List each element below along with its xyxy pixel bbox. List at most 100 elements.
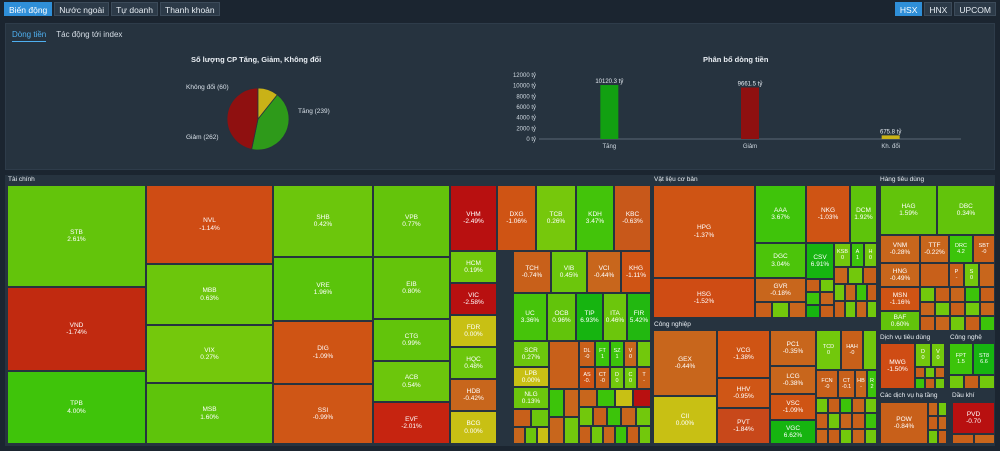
- stock-tile[interactable]: [964, 375, 979, 389]
- stock-tile[interactable]: [867, 284, 877, 301]
- stock-tile-vix[interactable]: VIX 0.27%: [146, 325, 273, 383]
- stock-tile[interactable]: [935, 367, 945, 378]
- stock-tile-vci[interactable]: VCI -0.44%: [587, 251, 621, 293]
- stock-tile[interactable]: [513, 427, 525, 444]
- stock-tile[interactable]: [845, 301, 856, 318]
- stock-tile[interactable]: [513, 409, 531, 427]
- stock-tile-tcd[interactable]: TCD 0: [816, 330, 841, 370]
- tab-bien-dong[interactable]: Biến động: [4, 2, 53, 16]
- tab-dong-tien[interactable]: Dòng tiền: [12, 30, 47, 42]
- stock-tile[interactable]: [840, 398, 852, 413]
- stock-tile[interactable]: [852, 413, 865, 429]
- tab-hnx[interactable]: HNX: [924, 2, 953, 16]
- stock-tile-dl[interactable]: DL -0: [579, 341, 595, 367]
- stock-tile-stb[interactable]: STB 2.61%: [7, 185, 146, 287]
- stock-tile-p[interactable]: P-: [949, 263, 964, 287]
- stock-tile-dig[interactable]: DIG -1.09%: [273, 321, 373, 384]
- stock-tile-gvr[interactable]: GVR -0.18%: [755, 278, 806, 302]
- stock-tile-kdh[interactable]: KDH 3.47%: [576, 185, 614, 251]
- stock-tile-vpb[interactable]: VPB 0.77%: [373, 185, 450, 257]
- stock-tile[interactable]: [928, 430, 938, 444]
- stock-tile[interactable]: [938, 430, 947, 444]
- stock-tile[interactable]: [593, 407, 607, 426]
- stock-tile[interactable]: [928, 416, 938, 430]
- stock-tile[interactable]: [920, 302, 935, 316]
- stock-tile-cii[interactable]: CII 0.00%: [653, 396, 717, 444]
- bar-t-ng[interactable]: [600, 85, 619, 139]
- stock-tile-baf[interactable]: BAF 0.60%: [880, 311, 920, 331]
- stock-tile[interactable]: [579, 426, 591, 444]
- stock-tile[interactable]: [852, 429, 865, 444]
- stock-tile[interactable]: [840, 429, 852, 444]
- stock-tile-khg[interactable]: KHG -1.11%: [621, 251, 651, 293]
- stock-tile[interactable]: [564, 389, 579, 417]
- stock-tile[interactable]: [816, 429, 828, 444]
- stock-tile-vnd[interactable]: VND -1.74%: [7, 287, 146, 371]
- stock-tile[interactable]: [828, 413, 840, 429]
- stock-tile-tch[interactable]: TCH -0.74%: [513, 251, 551, 293]
- stock-tile-drc[interactable]: DRC 4.2: [949, 235, 973, 263]
- stock-tile-acb[interactable]: ACB 0.54%: [373, 361, 450, 402]
- stock-tile[interactable]: [834, 284, 845, 301]
- stock-tile-pvd[interactable]: PVD -0.70: [952, 402, 995, 434]
- stock-tile-uc[interactable]: UC 3.36%: [513, 293, 547, 341]
- tab-nuoc-ngoai[interactable]: Nước ngoài: [54, 2, 110, 16]
- stock-tile[interactable]: [950, 302, 965, 316]
- stock-tile[interactable]: [603, 426, 615, 444]
- stock-tile-mwg[interactable]: MWG -1.50%: [880, 343, 915, 389]
- stock-tile[interactable]: [615, 426, 627, 444]
- stock-tile-hsg[interactable]: HSG -1.52%: [653, 278, 755, 318]
- stock-tile[interactable]: [856, 284, 867, 301]
- stock-tile-ita[interactable]: ITA 0.46%: [603, 293, 627, 341]
- stock-tile-fdr[interactable]: FDR 0.00%: [450, 315, 497, 347]
- stock-tile-scr[interactable]: SCR 0.27%: [513, 341, 549, 367]
- stock-tile[interactable]: [938, 416, 947, 430]
- stock-tile-tip[interactable]: TIP 6.93%: [576, 293, 603, 341]
- stock-tile-ocb[interactable]: OCB 0.96%: [547, 293, 576, 341]
- stock-tile-lpb[interactable]: LPB 0.00%: [513, 367, 549, 387]
- stock-tile[interactable]: [636, 407, 651, 426]
- stock-tile-shb[interactable]: SHB 0.42%: [273, 185, 373, 257]
- stock-tile-hhv[interactable]: HHV -0.95%: [717, 378, 770, 408]
- stock-tile[interactable]: [579, 389, 597, 407]
- bar-gi-m[interactable]: [741, 87, 759, 139]
- stock-tile-t[interactable]: T-: [637, 367, 651, 389]
- stock-tile-lcg[interactable]: LCG -0.38%: [770, 366, 816, 394]
- stock-tile[interactable]: [845, 284, 856, 301]
- stock-tile-hpg[interactable]: HPG -1.37%: [653, 185, 755, 278]
- stock-tile[interactable]: [856, 301, 867, 318]
- stock-tile-as[interactable]: AS -0.: [579, 367, 595, 389]
- stock-tile[interactable]: [816, 398, 828, 413]
- stock-tile-pc1[interactable]: PC1 -0.35%: [770, 330, 816, 366]
- stock-tile[interactable]: [834, 267, 848, 284]
- stock-tile[interactable]: [915, 378, 925, 389]
- stock-tile[interactable]: [980, 316, 995, 331]
- stock-tile-ksb[interactable]: KSB 0: [834, 243, 851, 267]
- tab-upcom[interactable]: UPCOM: [954, 2, 996, 16]
- stock-tile[interactable]: [828, 398, 840, 413]
- tab-thanh-khoan[interactable]: Thanh khoản: [160, 2, 220, 16]
- stock-tile-vnm[interactable]: VNM -0.28%: [880, 235, 920, 263]
- stock-tile-kbc[interactable]: KBC -0.63%: [614, 185, 651, 251]
- stock-tile[interactable]: [935, 287, 950, 302]
- stock-tile[interactable]: [755, 302, 772, 318]
- pie-slice-không-đổi[interactable]: [257, 87, 278, 121]
- stock-tile[interactable]: [789, 302, 806, 318]
- stock-tile-sz[interactable]: SZ 1: [610, 341, 624, 367]
- stock-tile[interactable]: [639, 426, 651, 444]
- stock-tile-hag[interactable]: HAG 1.59%: [880, 185, 937, 235]
- stock-tile-hb[interactable]: HB -: [855, 370, 867, 398]
- stock-tile[interactable]: [965, 287, 980, 302]
- stock-tile[interactable]: [974, 434, 995, 444]
- pie-slice-tăng[interactable]: [251, 94, 290, 151]
- stock-tile-tpb[interactable]: TPB 4.00%: [7, 371, 146, 444]
- stock-tile-ct2[interactable]: CT -0.1: [838, 370, 855, 398]
- stock-tile-tcb[interactable]: TCB 0.26%: [536, 185, 576, 251]
- tab-tac-dong-index[interactable]: Tác động tới index: [56, 30, 123, 39]
